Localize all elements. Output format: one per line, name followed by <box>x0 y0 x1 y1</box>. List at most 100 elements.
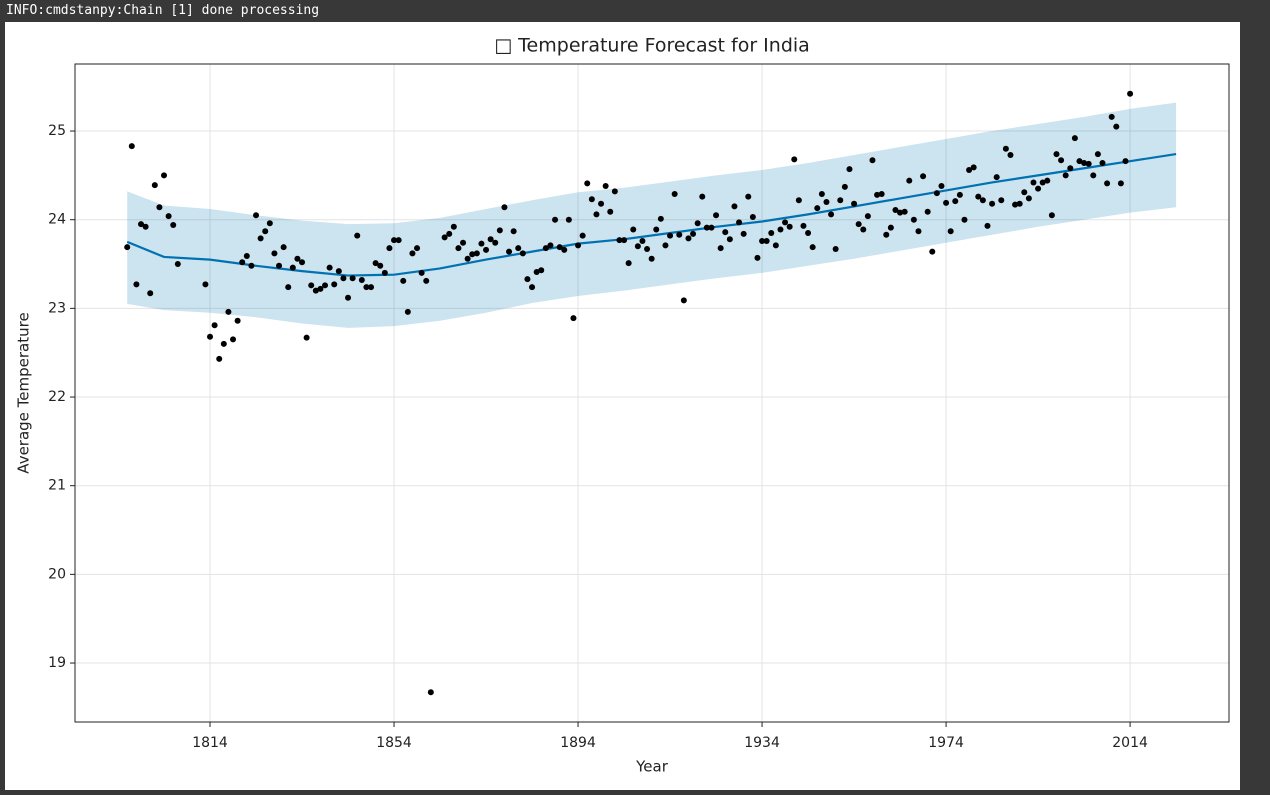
data-point <box>464 255 471 262</box>
data-point <box>993 174 1000 181</box>
data-point <box>138 221 145 228</box>
data-point <box>423 277 430 284</box>
data-point <box>869 157 876 164</box>
data-point <box>864 213 871 220</box>
data-point <box>243 253 250 260</box>
data-point <box>915 228 922 235</box>
data-point <box>202 281 209 288</box>
y-tick-label: 22 <box>48 389 66 405</box>
data-point <box>519 250 526 257</box>
data-point <box>924 208 931 215</box>
data-point <box>883 231 890 238</box>
x-tick-label: 1974 <box>928 735 964 751</box>
data-point <box>363 284 370 291</box>
data-point <box>602 183 609 190</box>
data-point <box>151 182 158 189</box>
data-point <box>1085 160 1092 167</box>
data-point <box>1021 189 1028 196</box>
data-point <box>823 198 830 205</box>
data-point <box>772 242 779 249</box>
data-point <box>524 276 531 283</box>
data-point <box>225 308 232 315</box>
data-point <box>579 232 586 239</box>
data-point <box>722 229 729 236</box>
data-point <box>506 248 513 255</box>
data-point <box>1094 151 1101 158</box>
data-point <box>349 275 356 282</box>
data-point <box>427 689 434 696</box>
data-point <box>294 255 301 262</box>
data-point <box>483 246 490 253</box>
data-point <box>253 212 260 219</box>
data-point <box>970 164 977 171</box>
data-point <box>782 219 789 226</box>
data-point <box>768 229 775 236</box>
data-point <box>331 281 338 288</box>
data-point <box>759 237 766 244</box>
data-point <box>312 287 319 294</box>
data-point <box>832 245 839 252</box>
data-point <box>1012 201 1019 208</box>
data-point <box>1039 179 1046 186</box>
data-point <box>262 228 269 235</box>
data-point <box>496 227 503 234</box>
data-point <box>1108 113 1115 120</box>
data-point <box>276 262 283 269</box>
data-point <box>455 245 462 252</box>
data-point <box>588 196 595 203</box>
data-point <box>230 336 237 343</box>
data-point <box>961 216 968 223</box>
data-point <box>303 334 310 341</box>
data-point <box>897 209 904 216</box>
data-point <box>285 284 292 291</box>
data-point <box>386 245 393 252</box>
data-point <box>460 239 467 246</box>
data-point <box>575 242 582 249</box>
data-point <box>372 260 379 267</box>
data-point <box>510 228 517 235</box>
data-point <box>694 220 701 227</box>
data-point <box>174 261 181 268</box>
data-point <box>956 191 963 198</box>
data-point <box>542 245 549 252</box>
data-point <box>340 275 347 282</box>
data-point <box>391 237 398 244</box>
plot-frame <box>74 63 1230 723</box>
data-point <box>1053 151 1060 158</box>
data-point <box>584 180 591 187</box>
data-point <box>763 237 770 244</box>
y-tick-label: 21 <box>48 478 66 494</box>
data-point <box>851 200 858 207</box>
x-tick-label: 2014 <box>1112 735 1148 751</box>
data-point <box>644 245 651 252</box>
figure-background <box>5 22 1240 790</box>
data-point <box>161 172 168 179</box>
data-point <box>1076 158 1083 165</box>
data-point <box>920 173 927 180</box>
data-point <box>414 245 421 252</box>
data-point <box>533 269 540 276</box>
x-tick-label: 1894 <box>560 735 596 751</box>
data-point <box>989 200 996 207</box>
data-point <box>611 188 618 195</box>
data-point <box>639 237 646 244</box>
data-point <box>680 297 687 304</box>
data-point <box>708 224 715 231</box>
x-tick-label: 1934 <box>744 735 780 751</box>
data-point <box>556 244 563 251</box>
data-point <box>726 236 733 243</box>
data-point <box>662 242 669 249</box>
data-point <box>418 269 425 276</box>
data-point <box>828 211 835 218</box>
data-point <box>1030 179 1037 186</box>
data-point <box>1044 177 1051 184</box>
data-point <box>621 237 628 244</box>
y-axis-label: Average Temperature <box>15 312 33 473</box>
data-point <box>1081 159 1088 166</box>
data-point <box>667 232 674 239</box>
data-point <box>156 204 163 211</box>
data-point <box>648 255 655 262</box>
data-point <box>749 214 756 221</box>
data-point <box>593 211 600 218</box>
